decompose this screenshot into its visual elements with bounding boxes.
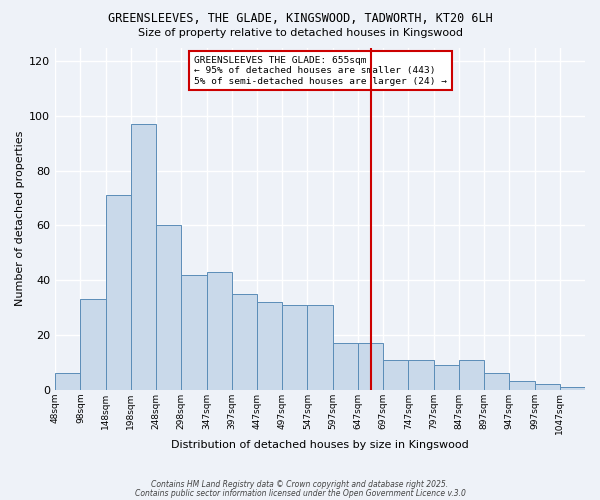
Bar: [307, 305, 332, 390]
Bar: [257, 302, 282, 390]
Text: GREENSLEEVES, THE GLADE, KINGSWOOD, TADWORTH, KT20 6LH: GREENSLEEVES, THE GLADE, KINGSWOOD, TADW…: [107, 12, 493, 26]
Bar: [459, 360, 484, 390]
Bar: [383, 360, 409, 390]
Bar: [484, 373, 509, 390]
Bar: [131, 124, 156, 390]
Bar: [535, 384, 560, 390]
X-axis label: Distribution of detached houses by size in Kingswood: Distribution of detached houses by size …: [171, 440, 469, 450]
Text: Size of property relative to detached houses in Kingswood: Size of property relative to detached ho…: [137, 28, 463, 38]
Bar: [206, 272, 232, 390]
Bar: [509, 382, 535, 390]
Bar: [282, 305, 307, 390]
Bar: [106, 196, 131, 390]
Bar: [409, 360, 434, 390]
Bar: [80, 300, 106, 390]
Bar: [332, 343, 358, 390]
Y-axis label: Number of detached properties: Number of detached properties: [15, 131, 25, 306]
Bar: [358, 343, 383, 390]
Text: GREENSLEEVES THE GLADE: 655sqm
← 95% of detached houses are smaller (443)
5% of : GREENSLEEVES THE GLADE: 655sqm ← 95% of …: [194, 56, 447, 86]
Bar: [55, 373, 80, 390]
Text: Contains public sector information licensed under the Open Government Licence v.: Contains public sector information licen…: [134, 488, 466, 498]
Bar: [181, 274, 206, 390]
Bar: [434, 365, 459, 390]
Bar: [156, 226, 181, 390]
Text: Contains HM Land Registry data © Crown copyright and database right 2025.: Contains HM Land Registry data © Crown c…: [151, 480, 449, 489]
Bar: [232, 294, 257, 390]
Bar: [560, 387, 585, 390]
